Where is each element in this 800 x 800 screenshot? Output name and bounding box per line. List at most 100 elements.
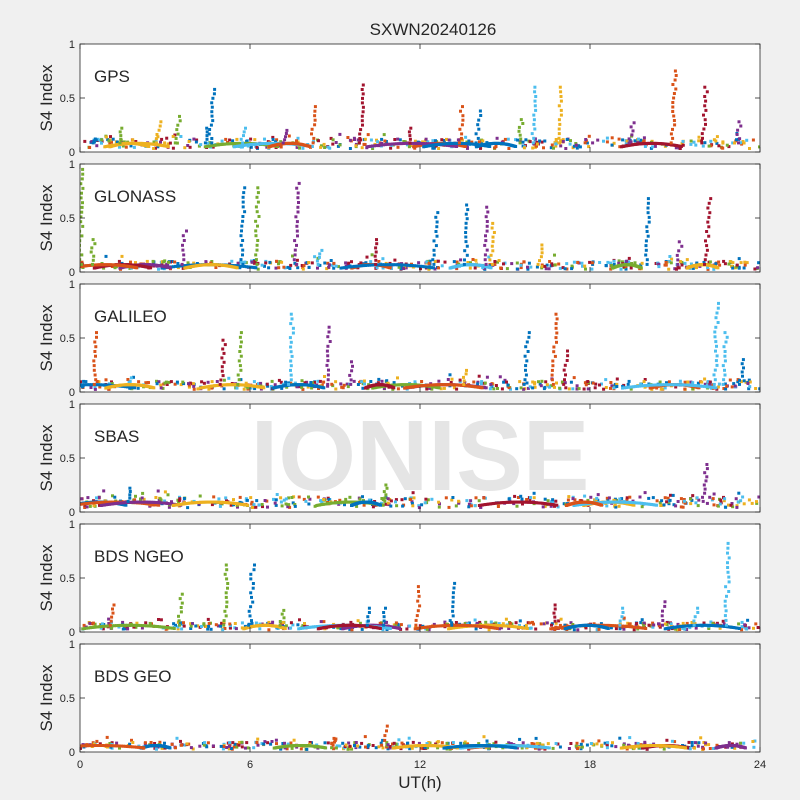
data-point — [286, 505, 290, 509]
data-point — [599, 501, 603, 504]
data-point — [207, 622, 211, 625]
data-point — [330, 382, 334, 386]
data-point — [475, 621, 479, 625]
data-point — [702, 384, 706, 388]
data-point — [146, 502, 150, 506]
data-point — [452, 260, 456, 264]
data-point — [734, 497, 738, 501]
data-point — [663, 627, 667, 631]
data-point — [464, 135, 468, 139]
spike-point — [563, 363, 567, 367]
spike-point — [408, 141, 412, 145]
data-point — [537, 501, 541, 505]
data-point — [189, 627, 193, 630]
data-point — [124, 501, 128, 505]
data-point — [442, 139, 446, 142]
spike-point — [289, 345, 293, 349]
data-point — [414, 141, 418, 145]
data-point — [501, 624, 505, 628]
data-point — [97, 495, 101, 499]
data-point — [154, 624, 158, 628]
data-point — [515, 261, 519, 265]
spike-point — [536, 262, 540, 266]
panel-markers — [80, 463, 760, 510]
data-point — [672, 503, 676, 507]
data-point — [709, 144, 713, 148]
data-point — [302, 264, 306, 268]
data-point — [755, 500, 758, 504]
data-point — [127, 380, 131, 384]
data-point — [632, 625, 636, 629]
data-point — [403, 263, 407, 267]
spike-point — [554, 312, 558, 316]
data-point — [653, 503, 657, 507]
data-point — [212, 495, 216, 499]
spike-point — [738, 137, 742, 141]
spike-point — [492, 231, 496, 234]
data-point — [533, 501, 537, 505]
spike-point — [527, 335, 531, 339]
spike-point — [550, 373, 554, 377]
data-point — [354, 264, 358, 268]
data-point — [108, 383, 111, 387]
data-point — [490, 623, 494, 627]
data-point — [538, 139, 542, 143]
data-point — [619, 500, 623, 504]
data-point — [527, 261, 531, 265]
spike-point — [95, 335, 98, 339]
data-point — [186, 144, 190, 147]
spike-point — [490, 244, 494, 248]
data-point — [90, 383, 93, 387]
spike-point — [706, 220, 710, 224]
data-point — [172, 265, 175, 269]
data-point — [584, 138, 588, 141]
data-point — [112, 502, 116, 506]
data-point — [426, 140, 430, 144]
data-point — [610, 136, 614, 140]
data-point — [334, 380, 338, 384]
data-point — [719, 498, 723, 502]
data-point — [307, 495, 310, 499]
data-point — [303, 381, 307, 385]
spike-point — [671, 136, 675, 140]
data-point — [587, 134, 591, 138]
spike-point — [551, 364, 555, 368]
data-point — [207, 387, 211, 391]
data-point — [110, 500, 114, 504]
data-point — [606, 500, 610, 504]
spike-point — [632, 121, 636, 125]
data-point — [163, 141, 167, 145]
data-point — [506, 137, 510, 141]
data-point — [277, 266, 281, 270]
data-point — [338, 498, 342, 502]
data-point — [271, 141, 274, 145]
spike-point — [313, 105, 317, 109]
data-point — [669, 622, 673, 626]
data-point — [101, 500, 105, 504]
spike-point — [675, 253, 679, 257]
data-point — [531, 146, 535, 150]
data-point — [81, 385, 84, 389]
data-point — [524, 623, 528, 627]
data-point — [496, 624, 500, 627]
spike-point — [552, 350, 556, 354]
data-point — [596, 138, 600, 142]
data-point — [717, 260, 721, 264]
data-point — [540, 140, 544, 144]
spike-point — [254, 234, 258, 238]
data-point — [662, 503, 666, 507]
data-point — [82, 502, 86, 506]
data-point — [604, 386, 608, 389]
data-point — [292, 495, 296, 499]
data-point — [617, 137, 621, 141]
data-point — [93, 387, 97, 391]
data-point — [543, 264, 547, 268]
data-point — [192, 137, 196, 141]
data-point — [418, 141, 422, 145]
data-point — [425, 142, 429, 146]
data-point — [196, 387, 200, 391]
data-point — [440, 264, 444, 268]
data-point — [651, 503, 655, 507]
data-point — [154, 501, 158, 504]
data-point — [219, 624, 223, 628]
